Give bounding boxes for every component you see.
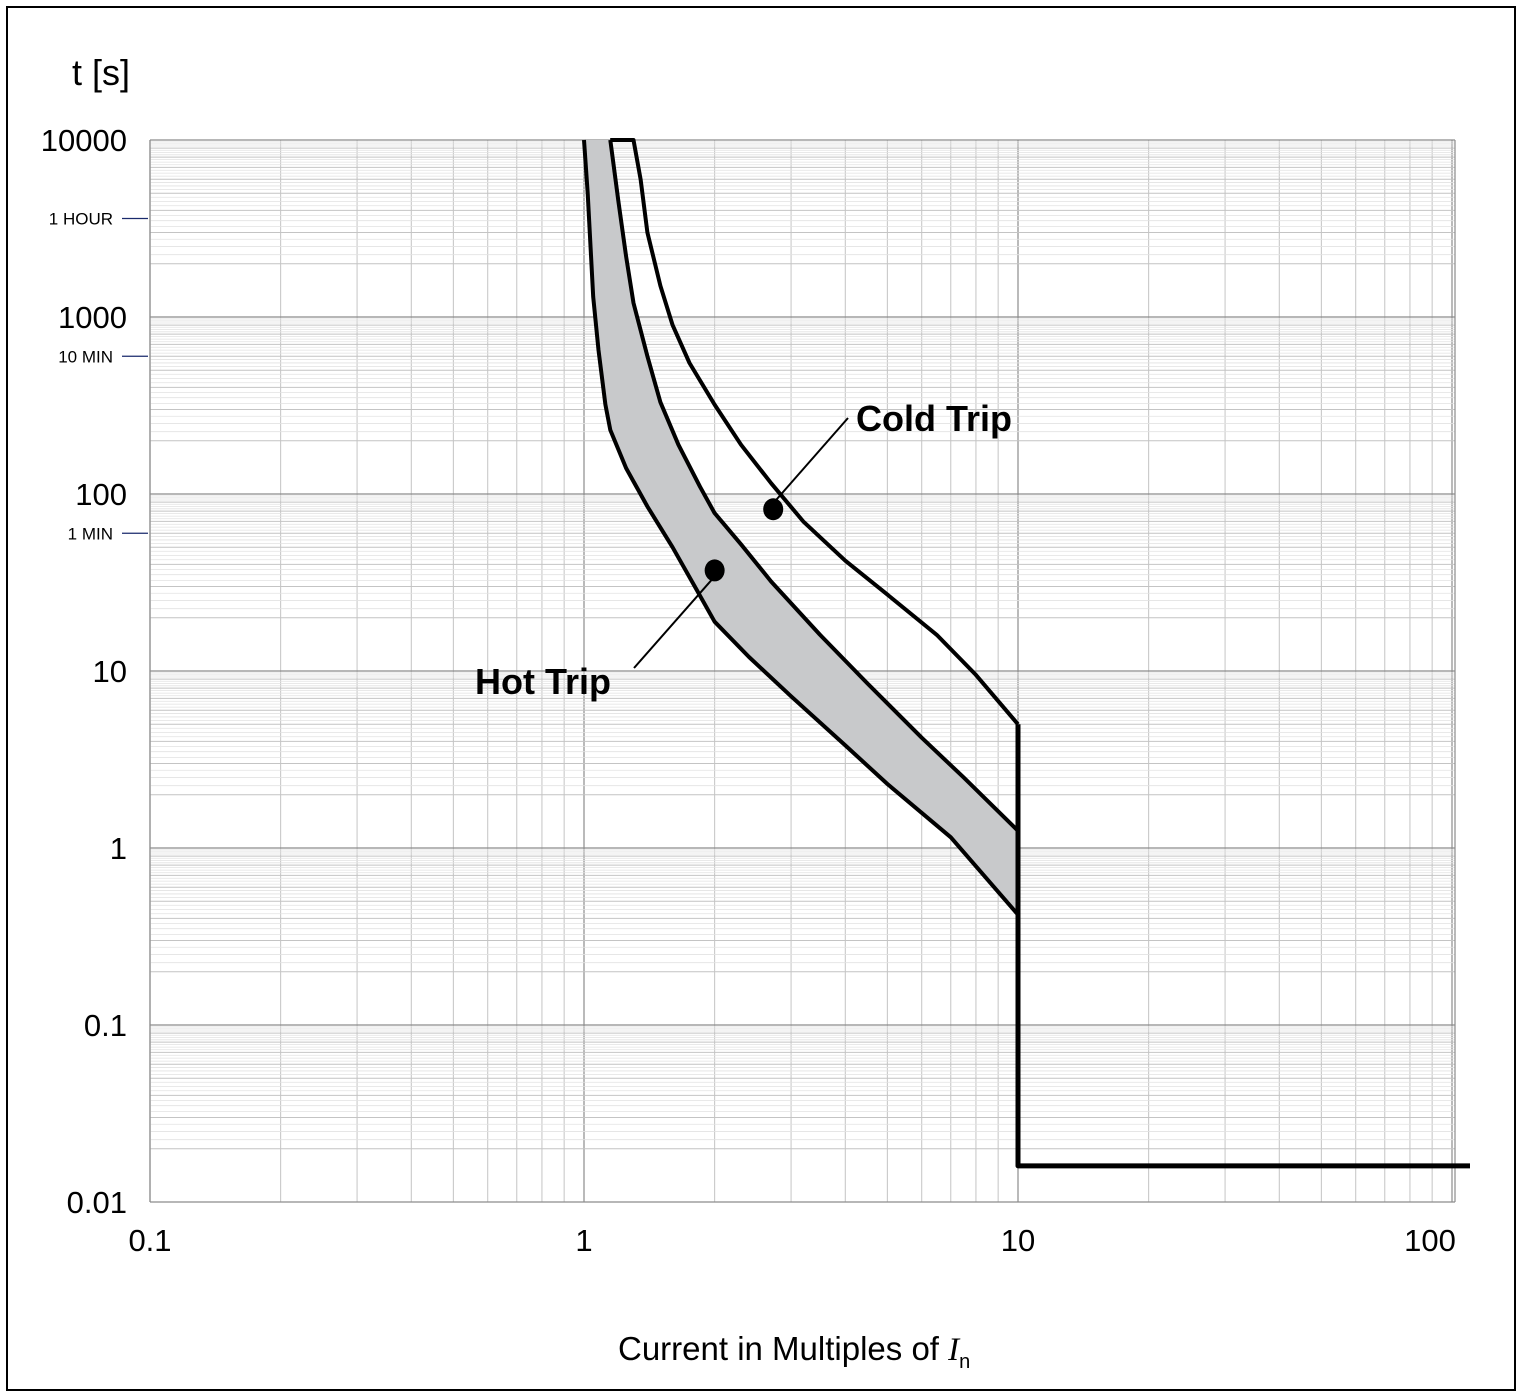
y-tick-label: 100 [75, 477, 127, 512]
y-tick-label: 1 [110, 831, 127, 866]
x-axis-label-italic: I [947, 1332, 961, 1368]
y-tick-label: 0.1 [84, 1008, 127, 1043]
y-tick-label: 10 [93, 654, 127, 689]
x-axis-label-sub: n [959, 1351, 970, 1373]
x-axis-label: Current in Multiples of In [618, 1330, 970, 1373]
y-tick-label: 1000 [58, 300, 127, 335]
x-tick-label: 0.1 [128, 1223, 171, 1258]
x-tick-label: 1 [575, 1223, 592, 1258]
chart-frame [6, 6, 1516, 1391]
x-axis-label-text: Current in Multiples of [618, 1330, 948, 1367]
hot-cold-band [584, 140, 1018, 915]
time-marker-label: 1 HOUR [49, 210, 113, 229]
x-tick-label: 100 [1404, 1223, 1456, 1258]
curve-cold-upper [610, 138, 1020, 726]
trip-curves [582, 138, 1470, 1169]
y-axis-label: t [s] [72, 52, 130, 93]
time-marker-label: 1 MIN [68, 524, 113, 543]
cold-trip-marker [763, 498, 784, 521]
annotations: Cold Trip Hot Trip [475, 398, 1012, 702]
cold-trip-leader [772, 417, 849, 504]
x-tick-label: 10 [1001, 1223, 1035, 1258]
time-marker-label: 10 MIN [58, 347, 113, 366]
curve-instantaneous [1015, 724, 1470, 1169]
hot-trip-band [584, 140, 1018, 915]
hot-trip-label: Hot Trip [475, 661, 611, 702]
curve-hot-upper [608, 139, 1020, 833]
y-tick-label: 10000 [41, 123, 127, 158]
hot-trip-marker [704, 559, 725, 582]
curve-hot-lower [582, 139, 1020, 917]
cold-trip-label: Cold Trip [856, 398, 1012, 439]
hot-trip-leader [633, 575, 716, 669]
y-tick-label: 0.01 [67, 1185, 127, 1220]
grid [149, 139, 1456, 1203]
